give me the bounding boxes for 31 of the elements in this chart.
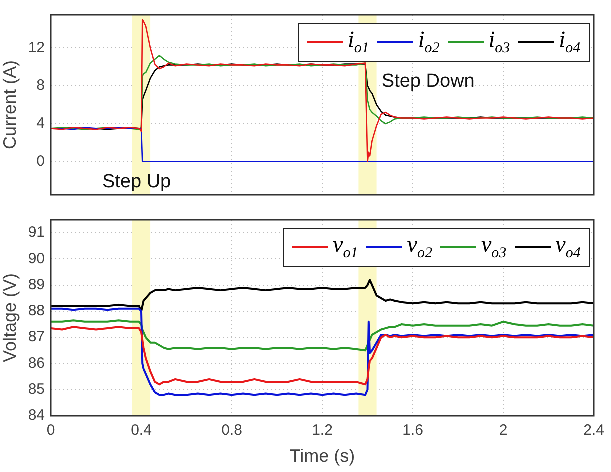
x-tick-label: 0.4 (131, 422, 152, 440)
annotation: Step Down (382, 70, 475, 92)
legend-label: v$_{o3}$ (481, 232, 507, 263)
legend-label: v$_{o1}$ (333, 232, 358, 263)
legend-label: v$_{o2}$ (407, 232, 432, 263)
y-tick-label: 86 (28, 354, 45, 372)
y-tick-label: 0 (36, 152, 45, 170)
x-axis-title: Time (s) (290, 446, 356, 466)
y-tick-label: 85 (28, 381, 45, 398)
y-axis-title: Current (A) (0, 60, 20, 150)
legend-label: i$_{o2}$ (418, 27, 440, 58)
annotation: Step Up (102, 172, 172, 193)
x-tick-label: 2 (499, 422, 508, 440)
y-tick-label: 8 (36, 77, 45, 94)
legend-label: i$_{o1}$ (348, 27, 370, 58)
legend-label: v$_{o4}$ (556, 232, 581, 263)
y-tick-label: 88 (28, 302, 45, 320)
x-tick-label: 2.4 (584, 422, 604, 440)
legend-label: i$_{o4}$ (559, 27, 581, 58)
legend-label: i$_{o3}$ (488, 27, 510, 58)
y-tick-label: 12 (28, 39, 45, 56)
y-tick-label: 91 (28, 224, 45, 242)
y-axis-title: Voltage (V) (0, 273, 20, 363)
y-tick-label: 90 (28, 250, 45, 268)
y-tick-label: 84 (28, 407, 45, 424)
x-tick-label: 1.2 (312, 422, 333, 440)
x-tick-label: 0.8 (222, 422, 242, 440)
y-tick-label: 87 (28, 328, 45, 346)
y-tick-label: 4 (36, 115, 45, 132)
x-tick-label: 1.6 (402, 422, 424, 440)
y-tick-label: 89 (28, 276, 45, 294)
